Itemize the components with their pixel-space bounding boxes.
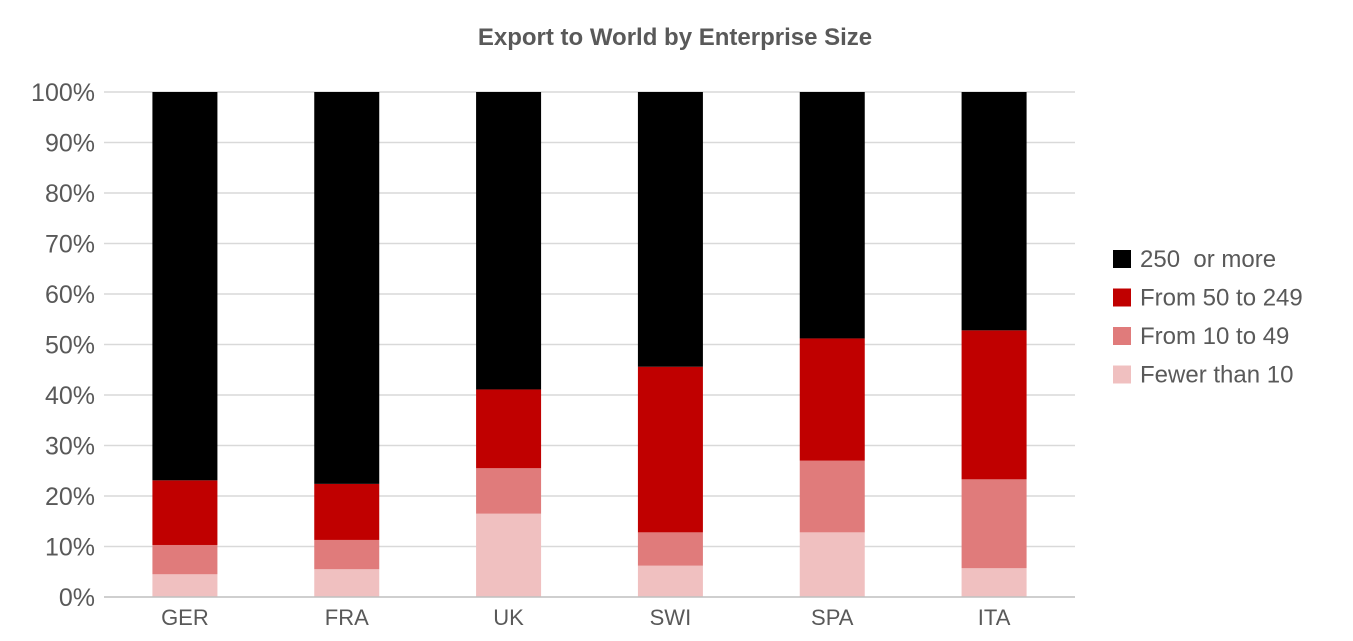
bar-segment-uk-fewer-than-10 [476,513,542,597]
bar-segment-spa-from-50-to-249 [799,338,865,461]
y-tick-label: 50% [45,332,95,360]
bar-segment-fra-from-50-to-249 [314,483,380,540]
y-tick-label: 60% [45,281,95,309]
legend-swatch [1113,365,1131,384]
bar-segment-ger-fewer-than-10 [152,574,218,597]
bar-segment-ita-250-or-more [961,92,1027,331]
axes: 0% 10% 20% 30% 40% 50% 60% 70% 80% 90% 100% GER FRA U… [31,79,1075,630]
x-tick-label: UK [493,605,524,630]
bar-segment-fra-250-or-more [314,92,380,484]
x-tick-label: SPA [811,605,854,630]
legend-label: 250 or more [1140,246,1276,273]
bar-segment-spa-fewer-than-10 [799,532,865,597]
gridlines [104,91,1075,548]
legend-label: From 10 to 49 [1140,323,1289,350]
bar-segment-uk-from-50-to-249 [476,389,542,469]
x-tick-label: FRA [325,605,369,630]
bar-segment-fra-fewer-than-10 [314,569,380,597]
y-tick-label: 100% [31,79,95,107]
bar-segment-uk-from-10-to-49 [476,468,542,514]
legend-label: Fewer than 10 [1140,362,1293,389]
bar-segment-spa-from-10-to-49 [799,460,865,533]
bar-segment-uk-250-or-more [476,92,542,390]
bar-segment-swi-250-or-more [637,92,703,367]
x-tick-label: SWI [650,605,692,630]
legend-swatch [1113,250,1131,268]
bar-segment-ita-fewer-than-10 [961,568,1027,597]
y-tick-label: 40% [45,382,95,410]
y-tick-label: 70% [45,231,95,259]
y-tick-label: 30% [45,433,95,461]
y-tick-label: 80% [45,180,95,208]
bar-segment-ita-from-10-to-49 [961,479,1027,569]
bars [152,92,1027,597]
bar-segment-spa-250-or-more [799,92,865,339]
bar-segment-ger-250-or-more [152,92,218,481]
bar-segment-swi-fewer-than-10 [637,565,703,597]
bar-segment-swi-from-50-to-249 [637,366,703,533]
bar-segment-ita-from-50-to-249 [961,330,1027,480]
y-tick-label: 0% [59,584,95,612]
legend-label: From 50 to 249 [1140,285,1303,312]
bar-segment-swi-from-10-to-49 [637,532,703,566]
legend-swatch [1113,288,1131,307]
y-tick-label: 20% [45,483,95,511]
y-tick-label: 10% [45,534,95,562]
bar-segment-ger-from-50-to-249 [152,480,218,545]
bar-segment-ger-from-10-to-49 [152,544,218,575]
y-tick-label: 90% [45,130,95,158]
chart-title: Export to World by Enterprise Size [478,24,872,51]
bar-segment-fra-from-10-to-49 [314,539,380,570]
x-tick-label: GER [161,605,209,630]
legend-swatch [1113,327,1131,345]
legend: 250 or more From 50 to 249 From 10 to 49 Fe… [1113,246,1303,389]
x-tick-label: ITA [978,605,1011,630]
